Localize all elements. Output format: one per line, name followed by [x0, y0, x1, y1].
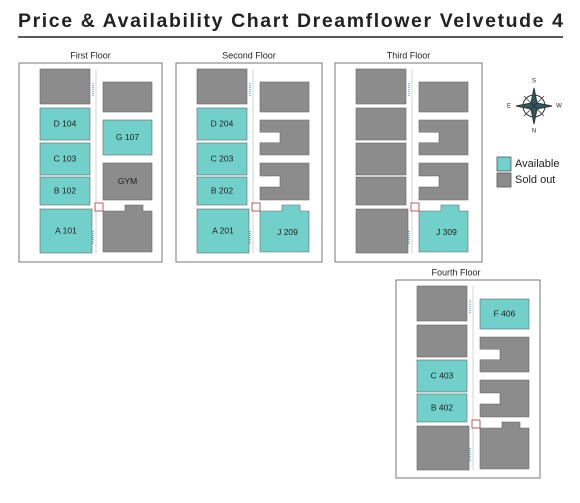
unit — [196, 142, 248, 176]
unit-label: A 201 — [212, 225, 234, 235]
unit-label: F 406 — [494, 308, 516, 318]
unit — [102, 119, 153, 156]
unit-label: G 107 — [116, 132, 139, 142]
unit-label: D 104 — [54, 118, 77, 128]
unit — [418, 162, 469, 201]
unit — [196, 208, 250, 254]
floor-label: First Floor — [70, 50, 111, 60]
unit — [259, 204, 310, 253]
unit — [355, 68, 407, 105]
unit-label: J 309 — [436, 227, 457, 237]
unit — [416, 393, 468, 423]
unit — [355, 208, 409, 254]
unit — [102, 204, 153, 253]
compass-label: W — [556, 104, 562, 110]
unit-label: B 102 — [54, 185, 76, 195]
unit — [39, 68, 91, 105]
lift — [251, 202, 261, 212]
unit — [259, 162, 310, 201]
unit — [418, 204, 469, 253]
unit — [196, 176, 248, 206]
unit-label: GYM — [118, 176, 137, 186]
unit — [39, 208, 93, 254]
unit — [416, 324, 468, 358]
unit — [196, 107, 248, 141]
unit-label: C 103 — [54, 153, 77, 163]
title: Price & Availability Chart Dreamflower V… — [18, 10, 563, 32]
legend-swatch — [496, 156, 512, 172]
unit — [479, 379, 530, 418]
unit — [479, 421, 530, 470]
compass — [515, 87, 553, 125]
unit — [196, 68, 248, 105]
unit — [102, 81, 153, 113]
unit — [418, 119, 469, 156]
unit — [416, 285, 468, 322]
compass-label: E — [507, 104, 511, 110]
unit-label: C 203 — [211, 153, 234, 163]
floor-label: Fourth Floor — [431, 267, 480, 277]
compass-label: S — [532, 79, 536, 85]
unit — [39, 107, 91, 141]
unit-label: B 402 — [431, 402, 453, 412]
unit — [355, 142, 407, 176]
unit-label: D 204 — [211, 118, 234, 128]
unit-label: C 403 — [431, 370, 454, 380]
unit — [259, 81, 310, 113]
legend-label: Sold out — [515, 174, 555, 186]
lift — [410, 202, 420, 212]
legend-label: Available — [515, 158, 559, 170]
unit — [479, 336, 530, 373]
compass-label: N — [532, 129, 536, 135]
unit — [39, 142, 91, 176]
unit — [416, 425, 470, 471]
unit-label: B 202 — [211, 185, 233, 195]
unit — [39, 176, 91, 206]
unit-label: A 101 — [55, 225, 77, 235]
unit-label: J 209 — [277, 227, 298, 237]
legend-swatch — [496, 172, 512, 188]
unit — [418, 81, 469, 113]
unit — [355, 176, 407, 206]
lift — [471, 419, 481, 429]
floor-label: Third Floor — [387, 50, 431, 60]
floor-label: Second Floor — [222, 50, 276, 60]
unit — [259, 119, 310, 156]
unit — [479, 298, 530, 330]
unit — [416, 359, 468, 393]
lift — [94, 202, 104, 212]
unit — [102, 162, 153, 201]
unit — [355, 107, 407, 141]
